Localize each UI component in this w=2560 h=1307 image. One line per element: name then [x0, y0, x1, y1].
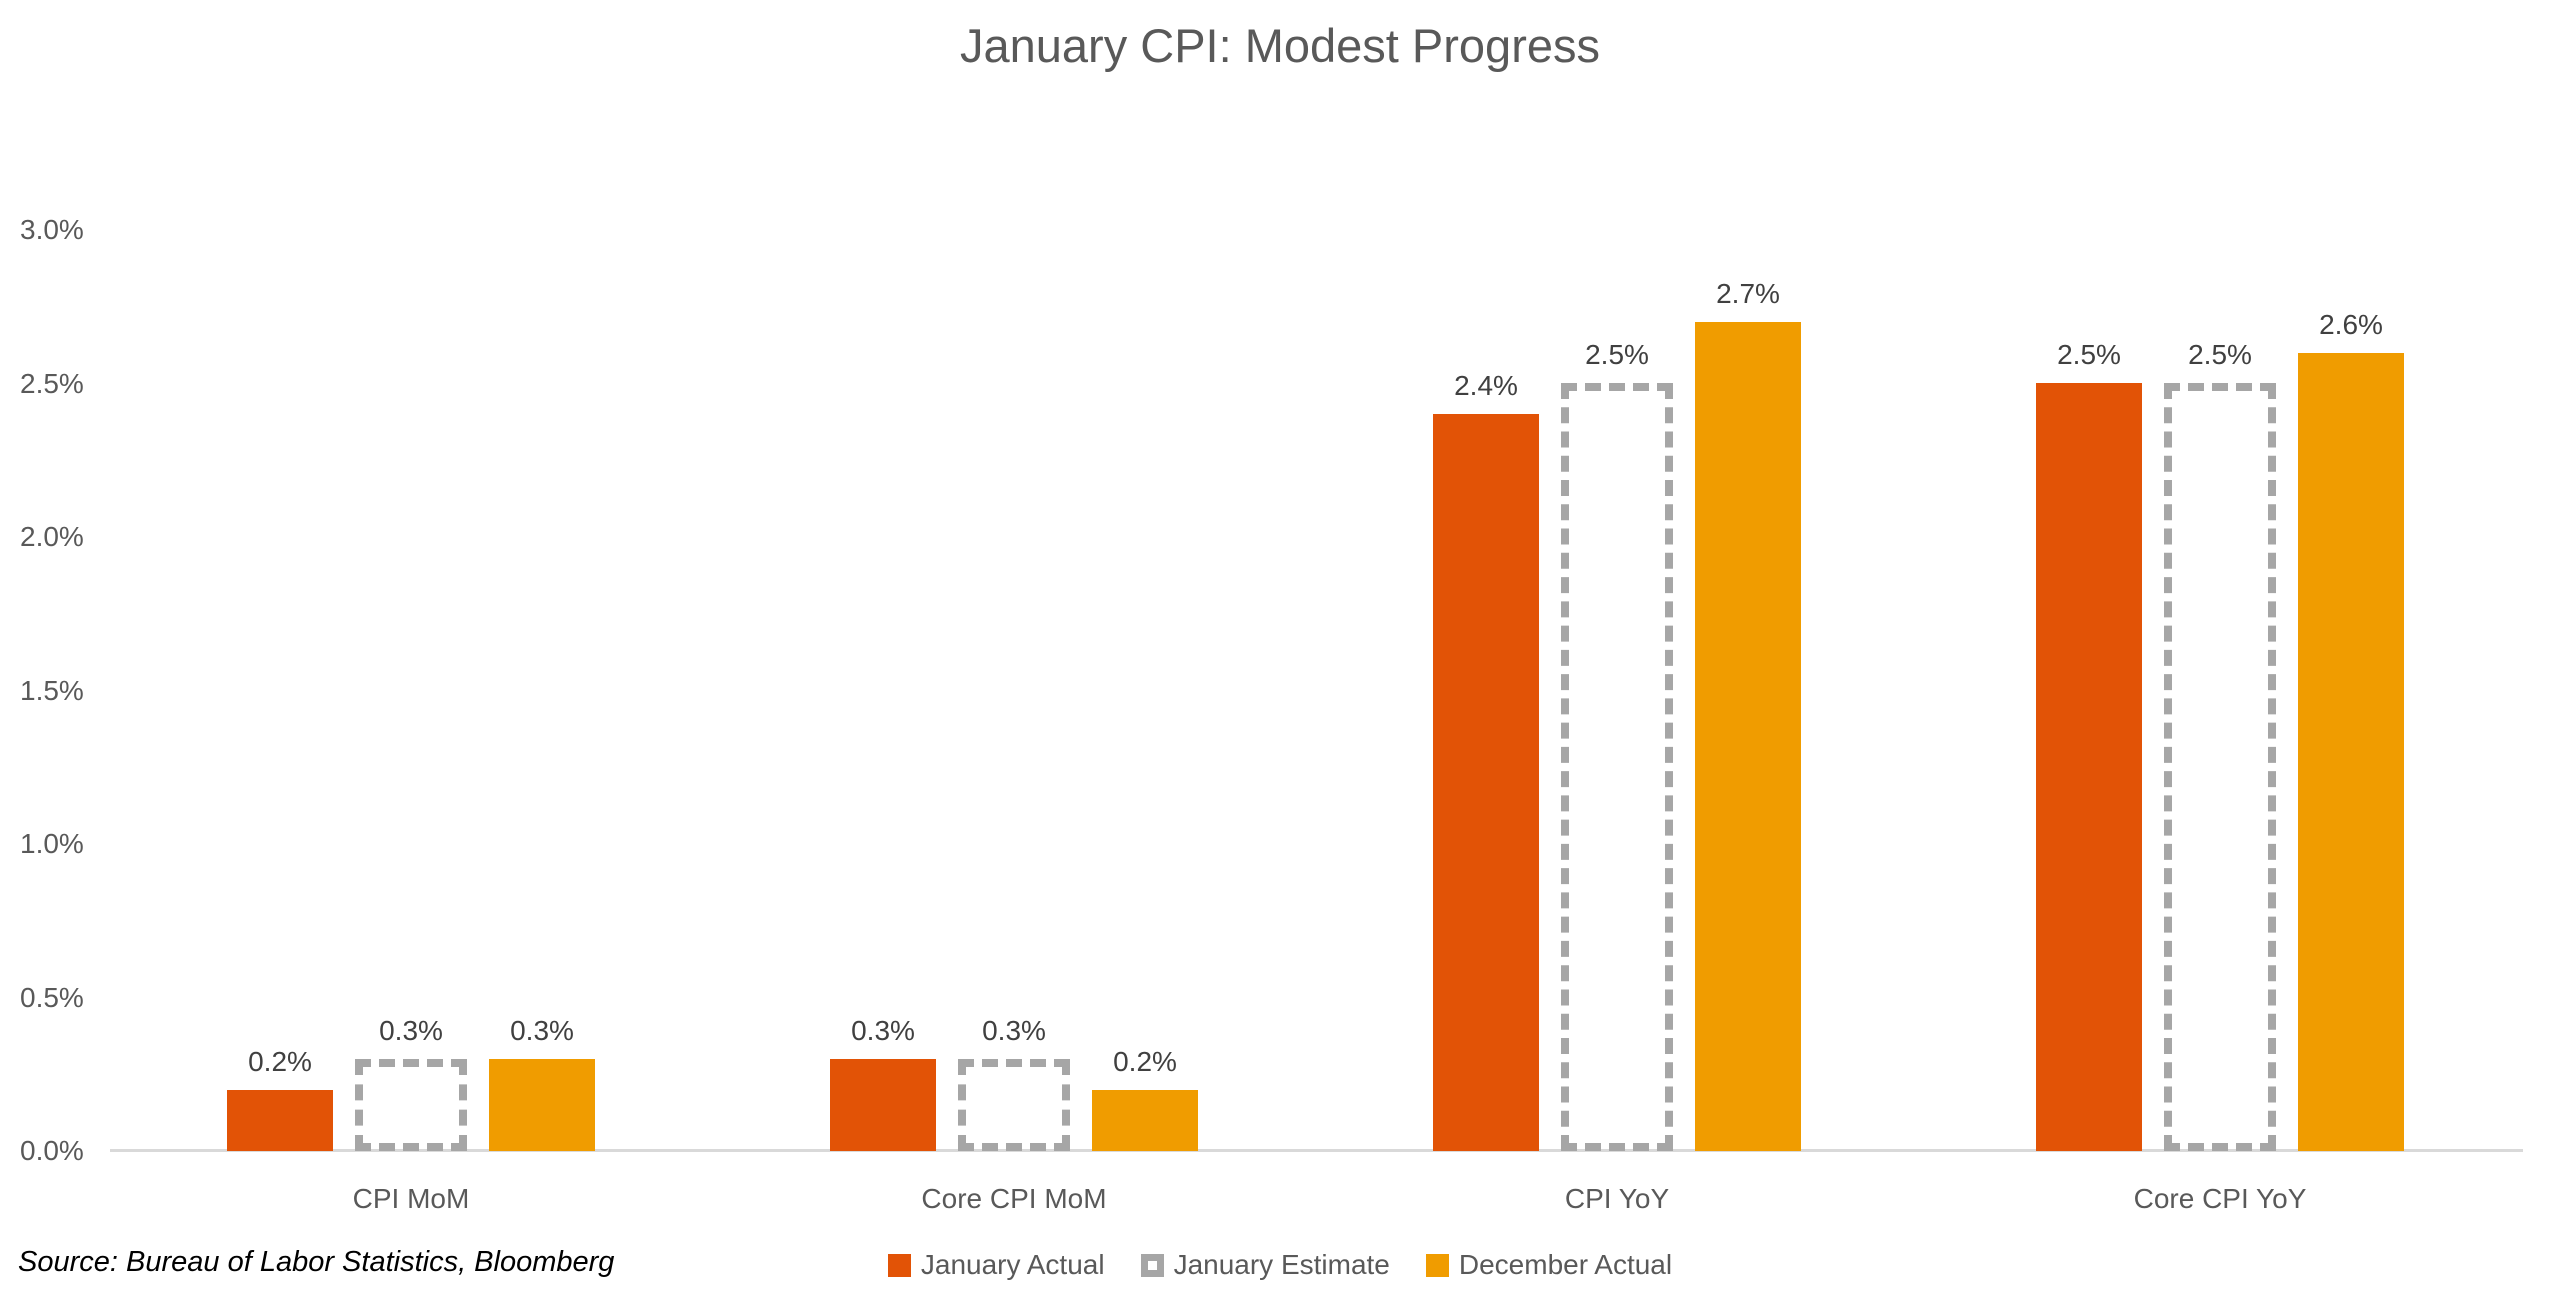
legend-label-january-estimate: January Estimate	[1173, 1249, 1390, 1280]
y-axis-tick-label: 2.0%	[20, 521, 84, 552]
bar-january-actual-core-cpi-yoy	[2036, 383, 2142, 1151]
bar-value-label: 2.5%	[2188, 339, 2252, 370]
y-axis-tick-label: 1.5%	[20, 674, 84, 706]
chart-title: January CPI: Modest Progress	[960, 19, 1600, 72]
bar-value-label: 2.7%	[1716, 278, 1780, 309]
bar-value-label: 0.2%	[248, 1046, 312, 1077]
bar-value-label: 2.4%	[1454, 370, 1518, 401]
legend-swatch-january-actual-icon	[887, 1253, 911, 1277]
bar-value-label: 2.6%	[2319, 309, 2383, 340]
legend-swatch-january-estimate-icon	[1140, 1253, 1164, 1277]
bar-january-actual-cpi-mom	[227, 1090, 333, 1151]
category-label-core-cpi-yoy: Core CPI YoY	[2133, 1183, 2307, 1214]
bar-january-actual-core-cpi-mom	[830, 1059, 936, 1151]
bar-december-actual-cpi-mom	[489, 1059, 595, 1151]
y-axis-tick-label: 2.5%	[20, 367, 84, 399]
legend-item-january-actual: January Actual	[887, 1249, 1105, 1281]
y-axis-tick-label: 0.5%	[20, 981, 84, 1013]
bar-january-estimate-core-cpi-mom	[958, 1059, 1070, 1151]
bar-january-actual-cpi-yoy	[1433, 414, 1539, 1151]
legend-item-december-actual: December Actual	[1425, 1249, 1673, 1281]
bar-december-actual-core-cpi-mom	[1092, 1090, 1198, 1151]
bar-december-actual-cpi-yoy	[1695, 322, 1801, 1151]
legend-label-january-actual: January Actual	[920, 1249, 1105, 1280]
y-axis-tick-label: 1.0%	[20, 828, 84, 859]
category-label-cpi-mom: CPI MoM	[352, 1183, 470, 1214]
bar-value-label: 0.3%	[851, 1015, 915, 1046]
x-axis-line	[110, 1149, 2523, 1152]
bar-value-label: 0.3%	[982, 1015, 1046, 1046]
category-label-cpi-yoy: CPI YoY	[1564, 1183, 1670, 1214]
legend-item-january-estimate: January Estimate	[1140, 1249, 1390, 1281]
bar-value-label: 2.5%	[2057, 339, 2121, 370]
bar-value-label: 0.2%	[1113, 1046, 1177, 1077]
bar-january-estimate-core-cpi-yoy	[2164, 383, 2276, 1151]
bar-value-label: 0.3%	[510, 1015, 574, 1046]
category-label-core-cpi-mom: Core CPI MoM	[921, 1183, 1107, 1214]
bar-january-estimate-cpi-yoy	[1561, 383, 1673, 1151]
y-axis-tick-label: 3.0%	[20, 214, 84, 245]
bar-value-label: 2.5%	[1585, 339, 1649, 370]
bar-value-label: 0.3%	[379, 1015, 443, 1046]
source-note: Source: Bureau of Labor Statistics, Bloo…	[18, 1246, 615, 1278]
bar-december-actual-core-cpi-yoy	[2298, 353, 2404, 1151]
legend: January Actual January Estimate December…	[0, 1249, 2560, 1281]
bar-january-estimate-cpi-mom	[355, 1059, 467, 1151]
legend-label-december-actual: December Actual	[1458, 1249, 1673, 1280]
legend-swatch-december-actual-icon	[1425, 1253, 1449, 1277]
y-axis-tick-label: 0.0%	[20, 1135, 84, 1166]
